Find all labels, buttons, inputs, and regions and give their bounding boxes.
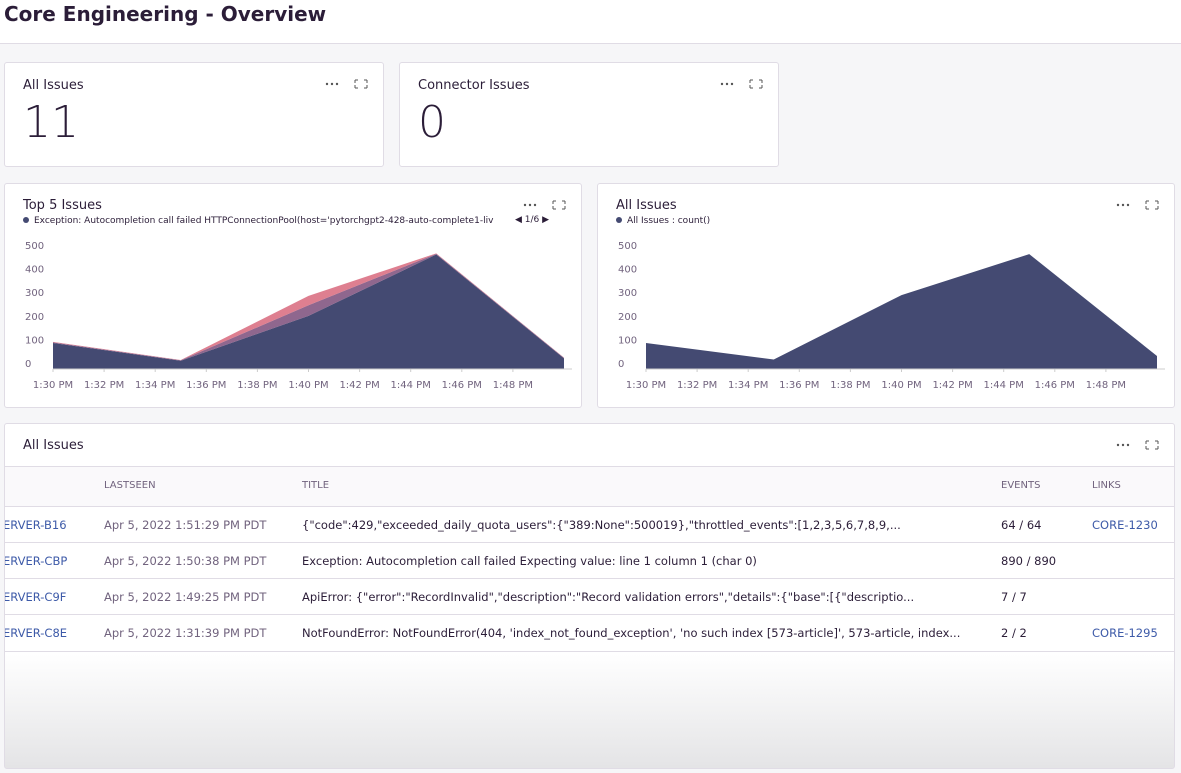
x-tick-label: 1:42 PM	[339, 380, 379, 391]
page-title: Core Engineering - Overview	[4, 2, 326, 26]
chart-card: Top 5 Issues Exception: Autocompletion c…	[4, 183, 582, 408]
table-icons[interactable]	[1114, 438, 1160, 452]
chart: 0 100 200 300 400 500 1:30 PM 1:32 PM 1:34 PM 1:3…	[598, 241, 1174, 396]
table-header	[5, 466, 1174, 507]
y-tick-label: 0	[25, 359, 31, 370]
x-tick-label: 1:30 PM	[33, 380, 73, 391]
last-seen: Apr 5, 2022 1:50:38 PM PDT	[104, 554, 266, 568]
x-tick-label: 1:36 PM	[779, 380, 819, 391]
events: 2 / 2	[1001, 626, 1027, 640]
table-row: ERVER-C9F Apr 5, 2022 1:49:25 PM PDT ApiEr…	[5, 578, 1174, 615]
widget-icons[interactable]	[718, 77, 764, 91]
x-tick-label: 1:32 PM	[84, 380, 124, 391]
issue-title: Exception: Autocompletion call failed Ex…	[302, 554, 757, 568]
y-tick-label: 0	[618, 359, 624, 370]
events: 7 / 7	[1001, 590, 1027, 604]
widget-value: 0	[418, 97, 446, 148]
column-header: TITLE	[302, 480, 329, 491]
chart-title: All Issues	[616, 198, 677, 213]
last-seen: Apr 5, 2022 1:51:29 PM PDT	[104, 518, 266, 532]
x-tick-label: 1:40 PM	[881, 380, 921, 391]
column-header: LASTSEEN	[104, 480, 156, 491]
x-tick-label: 1:36 PM	[186, 380, 226, 391]
widget-value: 11	[23, 97, 79, 148]
legend-swatch	[23, 217, 29, 223]
chart-card: All Issues All Issues : count() 0 100 200 3…	[597, 183, 1175, 408]
x-tick-label: 1:34 PM	[728, 380, 768, 391]
issue-id: ERVER-CBP	[4, 554, 67, 568]
legend: Exception: Autocompletion call failed HT…	[23, 216, 503, 226]
column-header: EVENTS	[1001, 480, 1040, 491]
widget-title: All Issues	[23, 78, 84, 93]
widget: All Issues 11	[4, 62, 384, 167]
last-seen: Apr 5, 2022 1:49:25 PM PDT	[104, 590, 266, 604]
chart-title: Top 5 Issues	[23, 198, 102, 213]
issue-id: ERVER-B16	[4, 518, 67, 532]
issue-id: ERVER-C9F	[4, 590, 66, 604]
events: 890 / 890	[1001, 554, 1056, 568]
x-tick-label: 1:46 PM	[442, 380, 482, 391]
table-row: ERVER-CBP Apr 5, 2022 1:50:38 PM PDT Excep…	[5, 542, 1174, 579]
x-tick-label: 1:44 PM	[984, 380, 1024, 391]
x-tick-label: 1:38 PM	[237, 380, 277, 391]
area	[646, 254, 1157, 369]
x-tick-label: 1:46 PM	[1035, 380, 1075, 391]
widget-title: Connector Issues	[418, 78, 530, 93]
issue-title: {"code":429,"exceeded_daily_quota_users"…	[302, 518, 901, 532]
issue-title: ApiError: {"error":"RecordInvalid","desc…	[302, 590, 914, 604]
y-tick-label: 400	[618, 265, 637, 276]
widget: Connector Issues 0	[399, 62, 779, 167]
chart-icons[interactable]	[521, 198, 567, 212]
x-tick-label: 1:48 PM	[493, 380, 533, 391]
table-row: ERVER-C8E Apr 5, 2022 1:31:39 PM PDT NotFo…	[5, 614, 1174, 652]
events: 64 / 64	[1001, 518, 1041, 532]
table-title: All Issues	[23, 438, 84, 453]
issue-link[interactable]: CORE-1230	[1092, 518, 1158, 532]
x-tick-label: 1:38 PM	[830, 380, 870, 391]
x-tick-label: 1:40 PM	[288, 380, 328, 391]
y-tick-label: 100	[618, 335, 637, 346]
table-row: ERVER-B16 Apr 5, 2022 1:51:29 PM PDT {"cod…	[5, 506, 1174, 543]
y-tick-label: 200	[25, 312, 44, 323]
table-card: All Issues LASTSEEN TITLE EVENTS LINKS ERVER…	[4, 423, 1175, 769]
y-tick-label: 100	[25, 335, 44, 346]
column-header: LINKS	[1092, 480, 1121, 491]
chart-icons[interactable]	[1114, 198, 1160, 212]
x-tick-label: 1:30 PM	[626, 380, 666, 391]
last-seen: Apr 5, 2022 1:31:39 PM PDT	[104, 626, 266, 640]
x-tick-label: 1:34 PM	[135, 380, 175, 391]
chart: 0 100 200 300 400 500 1:30 PM 1:32 PM 1:34 PM 1:3…	[5, 241, 581, 396]
issue-title: NotFoundError: NotFoundError(404, 'index…	[302, 626, 960, 640]
x-tick-label: 1:48 PM	[1086, 380, 1126, 391]
x-tick-label: 1:32 PM	[677, 380, 717, 391]
legend-label: Exception: Autocompletion call failed HT…	[34, 216, 493, 226]
y-tick-label: 200	[618, 312, 637, 323]
legend: All Issues : count()	[616, 216, 710, 226]
legend-swatch	[616, 217, 622, 223]
header: Core Engineering - Overview	[0, 0, 1181, 44]
x-tick-label: 1:44 PM	[391, 380, 431, 391]
x-tick-label: 1:42 PM	[932, 380, 972, 391]
y-tick-label: 500	[618, 241, 637, 252]
y-tick-label: 300	[25, 288, 44, 299]
legend-pager[interactable]: ◀ 1/6 ▶	[515, 215, 549, 225]
issue-id: ERVER-C8E	[4, 626, 67, 640]
y-tick-label: 500	[25, 241, 44, 252]
widget-icons[interactable]	[323, 77, 369, 91]
y-tick-label: 300	[618, 288, 637, 299]
legend-label: All Issues : count()	[627, 216, 710, 226]
pager-label: 1/6	[525, 215, 539, 225]
y-tick-label: 400	[25, 265, 44, 276]
issue-link[interactable]: CORE-1295	[1092, 626, 1158, 640]
